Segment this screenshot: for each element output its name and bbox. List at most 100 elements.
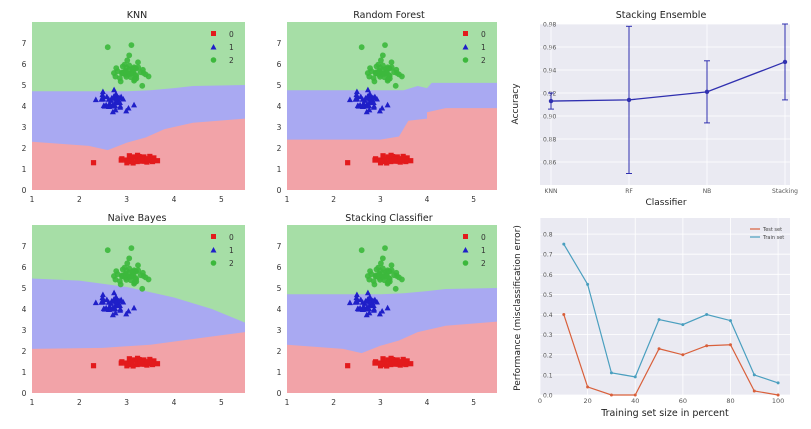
legend-label: 1	[229, 246, 234, 255]
y-tick-label: 4	[277, 305, 282, 314]
data-point-class-1	[360, 100, 367, 106]
plot-area	[540, 24, 790, 185]
y-tick-label: 1	[277, 165, 282, 174]
data-point-class-1	[100, 93, 107, 99]
data-point-class-0	[149, 158, 156, 165]
y-tick-label: 7	[277, 242, 282, 251]
panel-stacking-ensemble: 0.86 0.88 0.90 0.92 0.94 0.96 0.98 KNN RF NB Stack…	[511, 10, 798, 208]
y-tick-label: 0.5	[543, 292, 553, 299]
data-point-class-1	[100, 296, 107, 302]
data-point-class-2	[392, 285, 399, 292]
data-point-class-1	[131, 101, 138, 108]
data-point-class-1	[111, 289, 118, 296]
x-tick-label: 5	[471, 398, 476, 407]
data-point-class-0	[139, 361, 145, 367]
x-tick-label: 2	[77, 398, 82, 407]
data-point-class-1	[379, 104, 386, 111]
data-point-class-0	[393, 158, 399, 164]
y-tick-label: 0.88	[543, 137, 557, 144]
data-point-class-2	[142, 71, 149, 78]
data-point-class-2	[117, 78, 124, 85]
data-point-class-1	[125, 307, 132, 314]
data-point	[626, 97, 632, 103]
data-point-class-2	[114, 271, 121, 278]
data-point-class-1	[354, 296, 361, 302]
data-point-class-2	[137, 69, 144, 76]
data-point	[728, 343, 732, 347]
plot-area	[540, 218, 790, 395]
data-point	[705, 313, 709, 317]
legend: Test set Train set	[750, 227, 784, 241]
panel-learning-curve: 0.0 0.1 0.2 0.3 0.4 0.5 0.6 0.7 0.8 0 20 40 60 80 100 T…	[513, 218, 790, 419]
data-point-class-0	[126, 153, 132, 159]
legend-marker-class-0	[211, 31, 216, 36]
legend-label: Train set	[762, 235, 784, 241]
data-point-class-1	[370, 307, 377, 313]
data-point-class-0	[149, 361, 156, 368]
data-point-class-0	[379, 158, 385, 165]
y-tick-label: 1	[22, 165, 27, 174]
y-tick-label: 0	[277, 389, 282, 398]
data-point-class-0	[408, 361, 414, 367]
data-point-class-0	[397, 159, 403, 165]
data-point-class-0	[382, 359, 388, 365]
series-line-test	[563, 314, 779, 396]
data-point-class-1	[112, 102, 119, 109]
y-tick-label: 0.0	[543, 393, 553, 400]
data-point-class-1	[113, 299, 120, 305]
data-point-class-0	[380, 153, 386, 159]
data-point	[562, 313, 566, 317]
data-point-class-0	[372, 157, 378, 163]
x-tick-label: 2	[77, 195, 82, 204]
data-point-class-2	[368, 271, 375, 278]
x-tick-label: 5	[219, 195, 224, 204]
data-point-class-1	[364, 289, 371, 296]
x-axis-label: Training set size in percent	[600, 408, 729, 419]
data-point-class-0	[380, 356, 386, 362]
data-point	[704, 89, 710, 95]
y-tick-label: 6	[277, 263, 282, 272]
region-class-0	[287, 108, 497, 190]
y-tick-label: 0	[22, 186, 27, 195]
y-tick-label: 0.4	[543, 312, 553, 319]
legend-label: 1	[481, 246, 486, 255]
legend-label: 0	[481, 233, 486, 242]
x-tick-label: 3	[378, 398, 383, 407]
data-point	[681, 353, 685, 357]
data-point-class-0	[129, 359, 135, 365]
x-tick-label: 20	[583, 397, 591, 405]
data-point-class-0	[345, 363, 351, 369]
data-point-class-1	[360, 303, 367, 309]
y-tick-label: 7	[22, 242, 27, 251]
x-axis-label: Classifier	[645, 198, 686, 208]
data-point-class-1	[353, 88, 360, 95]
panel-title: Stacking Ensemble	[616, 10, 707, 21]
y-tick-label: 1	[277, 368, 282, 377]
y-tick-label: 2	[22, 144, 27, 153]
y-tick-label: 0.2	[543, 352, 553, 359]
data-point-class-0	[385, 357, 391, 363]
legend: 0 1 2	[462, 233, 486, 268]
y-tick-label: 0.1	[543, 372, 553, 379]
data-point-class-0	[144, 362, 150, 368]
y-tick-label: 6	[277, 60, 282, 69]
data-point-class-0	[388, 158, 394, 165]
data-point-class-1	[92, 96, 99, 103]
data-point-class-0	[384, 160, 390, 166]
data-point-class-2	[124, 57, 131, 64]
data-point-class-1	[109, 311, 116, 318]
data-point-class-1	[366, 299, 373, 305]
x-tick-label: KNN	[545, 188, 558, 195]
data-point-class-0	[132, 357, 138, 363]
data-point-class-2	[381, 273, 388, 280]
data-point-class-1	[99, 88, 106, 95]
data-point-class-0	[400, 356, 406, 363]
data-point-class-2	[135, 262, 141, 269]
data-point-class-2	[128, 42, 135, 48]
data-point-class-2	[371, 281, 378, 288]
data-point-class-1	[384, 101, 391, 108]
data-point-class-1	[125, 104, 132, 111]
data-point-class-1	[384, 304, 391, 311]
